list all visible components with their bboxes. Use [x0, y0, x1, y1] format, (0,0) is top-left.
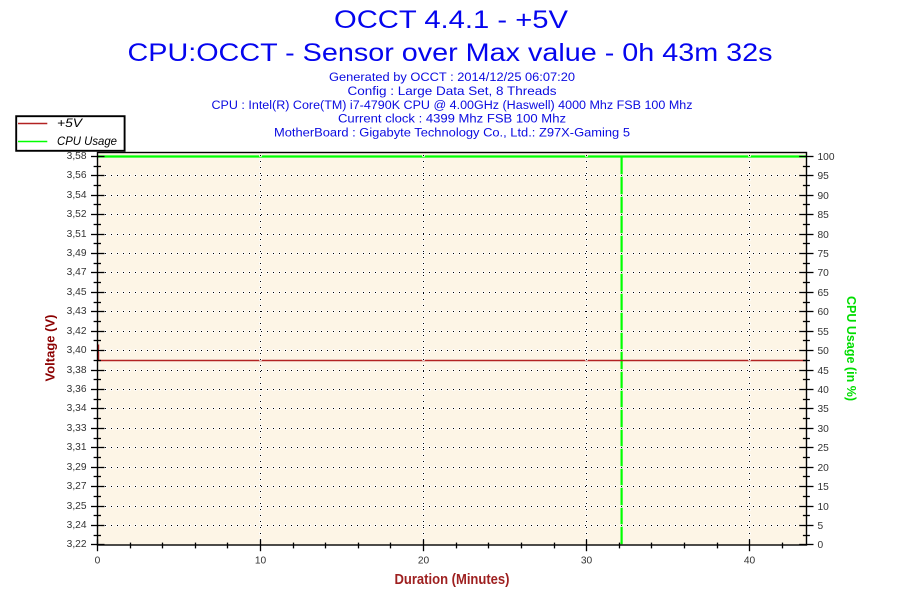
svg-text:3,34: 3,34 — [67, 403, 87, 414]
svg-text:CPU : Intel(R) Core(TM) i7-479: CPU : Intel(R) Core(TM) i7-4790K CPU @ 4… — [212, 98, 693, 112]
svg-text:80: 80 — [818, 230, 830, 241]
svg-text:3,38: 3,38 — [67, 365, 87, 376]
svg-text:50: 50 — [818, 346, 830, 357]
svg-text:20: 20 — [418, 556, 430, 567]
svg-text:3,51: 3,51 — [67, 229, 87, 240]
svg-text:55: 55 — [818, 327, 830, 338]
svg-text:85: 85 — [818, 210, 830, 221]
svg-text:Voltage (V): Voltage (V) — [42, 315, 57, 382]
svg-text:10: 10 — [818, 502, 830, 513]
svg-text:65: 65 — [818, 288, 830, 299]
svg-text:30: 30 — [581, 556, 593, 567]
svg-text:3,33: 3,33 — [67, 423, 87, 434]
svg-text:3,42: 3,42 — [67, 326, 87, 337]
svg-text:40: 40 — [818, 385, 830, 396]
svg-text:+5V: +5V — [57, 118, 84, 130]
svg-text:90: 90 — [818, 191, 830, 202]
svg-text:3,58: 3,58 — [67, 151, 87, 162]
svg-text:Config : Large Data Set, 8 Thr: Config : Large Data Set, 8 Threads — [348, 84, 557, 98]
svg-text:45: 45 — [818, 366, 830, 377]
svg-text:3,27: 3,27 — [67, 481, 87, 492]
svg-text:Current clock : 4399 Mhz FSB 1: Current clock : 4399 Mhz FSB 100 Mhz — [338, 112, 566, 126]
svg-text:OCCT 4.4.1 - +5V: OCCT 4.4.1 - +5V — [334, 6, 568, 34]
svg-text:MotherBoard : Gigabyte Technol: MotherBoard : Gigabyte Technology Co., L… — [274, 126, 630, 140]
svg-text:3,29: 3,29 — [67, 462, 87, 473]
svg-text:3,45: 3,45 — [67, 287, 87, 298]
svg-text:10: 10 — [255, 556, 267, 567]
svg-text:Generated by OCCT : 2014/12/25: Generated by OCCT : 2014/12/25 06:07:20 — [329, 70, 575, 84]
svg-text:3,31: 3,31 — [67, 442, 87, 453]
svg-text:3,52: 3,52 — [67, 209, 87, 220]
svg-text:3,49: 3,49 — [67, 248, 87, 259]
svg-text:3,24: 3,24 — [67, 520, 87, 531]
svg-text:75: 75 — [818, 249, 830, 260]
svg-text:0: 0 — [818, 540, 824, 551]
svg-text:Duration (Minutes): Duration (Minutes) — [395, 571, 510, 588]
svg-text:3,47: 3,47 — [67, 267, 87, 278]
svg-text:CPU:OCCT - Sensor over Max val: CPU:OCCT - Sensor over Max value - 0h 43… — [128, 39, 773, 67]
svg-text:20: 20 — [818, 463, 830, 474]
svg-text:30: 30 — [818, 424, 830, 435]
svg-text:3,22: 3,22 — [67, 539, 87, 550]
svg-text:3,40: 3,40 — [67, 345, 87, 356]
svg-text:25: 25 — [818, 443, 830, 454]
svg-text:5: 5 — [818, 521, 824, 532]
svg-text:40: 40 — [744, 556, 756, 567]
svg-text:95: 95 — [818, 171, 830, 182]
svg-text:CPU Usage: CPU Usage — [57, 136, 117, 148]
svg-text:35: 35 — [818, 404, 830, 415]
svg-text:70: 70 — [818, 268, 830, 279]
svg-text:100: 100 — [818, 152, 835, 163]
svg-text:3,36: 3,36 — [67, 384, 87, 395]
svg-text:0: 0 — [95, 556, 101, 567]
svg-text:CPU Usage (in %): CPU Usage (in %) — [844, 296, 859, 401]
svg-text:3,54: 3,54 — [67, 190, 87, 201]
svg-text:15: 15 — [818, 482, 830, 493]
svg-text:60: 60 — [818, 307, 830, 318]
svg-text:3,25: 3,25 — [67, 501, 87, 512]
svg-text:3,43: 3,43 — [67, 306, 87, 317]
svg-text:3,56: 3,56 — [67, 170, 87, 181]
